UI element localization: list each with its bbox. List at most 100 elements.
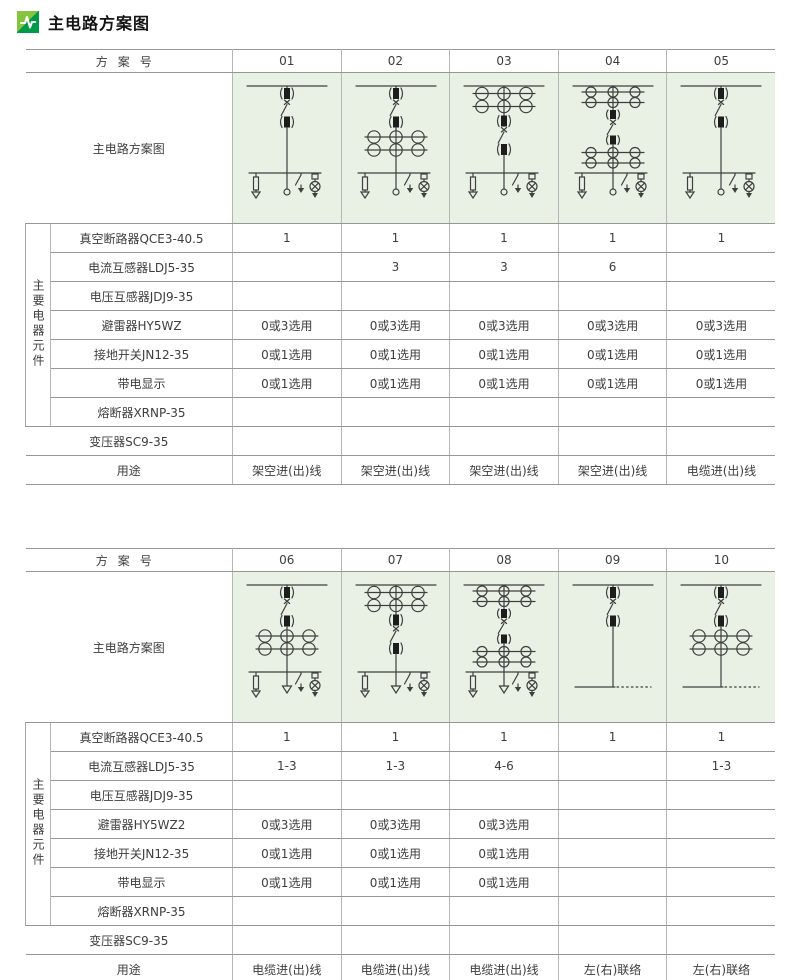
circuit-diagram-10 xyxy=(666,571,776,723)
circuit-diagram-06 xyxy=(232,571,342,723)
value-cell: 0或1选用 xyxy=(449,339,559,369)
value-cell xyxy=(232,426,342,456)
value-cell: 左(右)联络 xyxy=(557,954,668,980)
scheme-no: 01 xyxy=(232,49,342,73)
component-row: 用途 架空进(出)线 架空进(出)线 架空进(出)线 架空进(出)线 电缆进(出)线 xyxy=(25,455,776,485)
component-name: 电流互感器LDJ5-35 xyxy=(49,751,234,781)
component-row: 带电显示 0或1选用 0或1选用 0或1选用 xyxy=(26,867,776,897)
component-row: 避雷器HY5WZ 0或3选用 0或3选用 0或3选用 0或3选用 0或3选用 xyxy=(26,310,776,340)
component-name: 熔断器XRNP-35 xyxy=(49,896,234,926)
value-cell: 0或1选用 xyxy=(666,339,776,369)
value-cell xyxy=(666,809,776,839)
value-cell xyxy=(340,397,451,427)
circuit-diagram-01 xyxy=(232,72,342,224)
value-cell: 0或1选用 xyxy=(340,867,451,897)
component-name: 避雷器HY5WZ xyxy=(49,310,234,340)
value-cell: 电缆进(出)线 xyxy=(232,954,342,980)
page-header: 主电路方案图 xyxy=(0,0,800,34)
value-cell: 1 xyxy=(666,223,776,253)
diagram-row-label: 主电路方案图 xyxy=(25,571,234,723)
component-name: 熔断器XRNP-35 xyxy=(49,397,234,427)
value-cell xyxy=(232,252,342,282)
value-cell: 0或3选用 xyxy=(449,310,559,340)
component-row: 主要电器元件 真空断路器QCE3-40.5 1 1 1 1 1 xyxy=(25,223,776,427)
value-cell: 0或3选用 xyxy=(340,310,451,340)
circuit-diagram-04 xyxy=(557,72,668,224)
component-name: 避雷器HY5WZ2 xyxy=(49,809,234,839)
value-cell: 0或1选用 xyxy=(340,368,451,398)
page-title: 主电路方案图 xyxy=(48,14,151,33)
group-label-text: 主要电器元件 xyxy=(31,777,45,868)
value-cell: 1 xyxy=(340,223,451,253)
value-cell xyxy=(557,281,668,311)
scheme-no: 08 xyxy=(449,548,559,572)
value-cell: 0或1选用 xyxy=(232,838,342,868)
value-cell xyxy=(449,896,559,926)
value-cell: 1 xyxy=(449,722,559,752)
header-row: 方案号 01 02 03 04 05 xyxy=(25,49,776,73)
value-cell xyxy=(232,896,342,926)
value-cell: 0或1选用 xyxy=(557,339,668,369)
value-cell: 电缆进(出)线 xyxy=(449,954,559,980)
value-cell: 0或1选用 xyxy=(666,368,776,398)
value-cell: 1 xyxy=(232,223,342,253)
component-row: 熔断器XRNP-35 xyxy=(26,896,776,926)
circuit-diagram-03 xyxy=(449,72,559,224)
diagram-row: 主电路方案图 xyxy=(25,72,776,224)
value-cell xyxy=(232,780,342,810)
value-cell xyxy=(666,838,776,868)
component-name: 电流互感器LDJ5-35 xyxy=(49,252,234,282)
value-cell xyxy=(340,426,451,456)
value-cell xyxy=(666,925,776,955)
component-name: 真空断路器QCE3-40.5 xyxy=(49,722,234,752)
value-cell xyxy=(340,780,451,810)
value-cell: 0或1选用 xyxy=(449,368,559,398)
value-cell xyxy=(666,896,776,926)
value-cell: 0或1选用 xyxy=(232,339,342,369)
component-row: 用途 电缆进(出)线 电缆进(出)线 电缆进(出)线 左(右)联络 左(右)联络 xyxy=(25,954,776,980)
value-cell xyxy=(340,896,451,926)
value-cell: 0或1选用 xyxy=(340,339,451,369)
component-name: 接地开关JN12-35 xyxy=(49,339,234,369)
value-cell xyxy=(557,751,668,781)
value-cell: 0或1选用 xyxy=(232,368,342,398)
circuit-diagram-02 xyxy=(340,72,451,224)
component-row: 接地开关JN12-35 0或1选用 0或1选用 0或1选用 xyxy=(26,838,776,868)
component-row: 变压器SC9-35 xyxy=(25,426,776,456)
value-cell xyxy=(449,925,559,955)
circuit-diagram-07 xyxy=(340,571,451,723)
component-name: 真空断路器QCE3-40.5 xyxy=(49,223,234,253)
value-cell: 0或3选用 xyxy=(232,809,342,839)
component-name: 变压器SC9-35 xyxy=(25,426,234,456)
component-name: 变压器SC9-35 xyxy=(25,925,234,955)
value-cell: 3 xyxy=(449,252,559,282)
value-cell: 0或3选用 xyxy=(449,809,559,839)
diagram-row-label: 主电路方案图 xyxy=(25,72,234,224)
value-cell: 0或1选用 xyxy=(449,838,559,868)
component-row: 接地开关JN12-35 0或1选用 0或1选用 0或1选用 0或1选用 0或1选用 xyxy=(26,339,776,369)
value-cell: 0或3选用 xyxy=(557,310,668,340)
value-cell: 3 xyxy=(340,252,451,282)
value-cell: 6 xyxy=(557,252,668,282)
scheme-no: 02 xyxy=(340,49,451,73)
value-cell xyxy=(557,896,668,926)
component-name: 用途 xyxy=(25,455,234,485)
component-row: 避雷器HY5WZ2 0或3选用 0或3选用 0或3选用 xyxy=(26,809,776,839)
value-cell: 1 xyxy=(340,722,451,752)
value-cell xyxy=(449,426,559,456)
value-cell: 0或1选用 xyxy=(449,867,559,897)
value-cell: 架空进(出)线 xyxy=(232,455,342,485)
value-cell xyxy=(449,780,559,810)
group-label-text: 主要电器元件 xyxy=(31,278,45,369)
value-cell xyxy=(557,426,668,456)
value-cell: 1-3 xyxy=(666,751,776,781)
scheme-no-label: 方案号 xyxy=(25,548,234,572)
component-row: 电流互感器LDJ5-35 1-3 1-3 4-6 1-3 xyxy=(26,751,776,781)
value-cell: 架空进(出)线 xyxy=(449,455,559,485)
value-cell: 0或3选用 xyxy=(666,310,776,340)
value-cell: 电缆进(出)线 xyxy=(666,455,776,485)
value-cell xyxy=(340,281,451,311)
scheme-no: 09 xyxy=(557,548,668,572)
value-cell xyxy=(666,867,776,897)
